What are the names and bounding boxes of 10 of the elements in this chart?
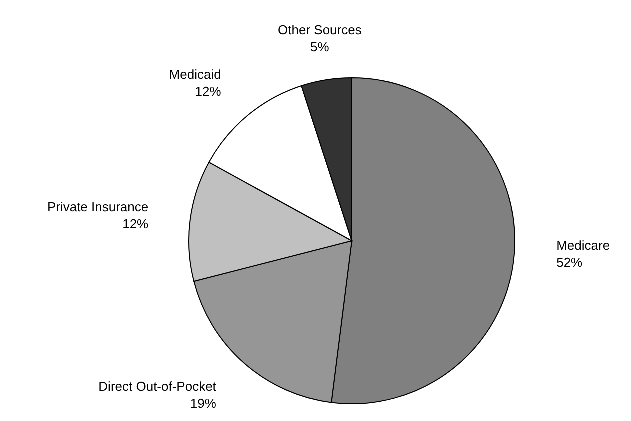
slice-label: Private Insurance: [47, 199, 149, 214]
data-label: 19%: [190, 396, 217, 411]
data-label: 52%: [556, 254, 584, 270]
data-label: 12%: [122, 216, 150, 232]
slice-label: Direct Out-of-Pocket: [98, 378, 217, 394]
data-label: 5%: [310, 40, 330, 55]
data-label: 12%: [195, 84, 222, 100]
slice-label: Medicaid: [169, 67, 222, 82]
slice-label: Other Sources: [278, 22, 362, 38]
slice-label: Medicare: [556, 238, 610, 253]
